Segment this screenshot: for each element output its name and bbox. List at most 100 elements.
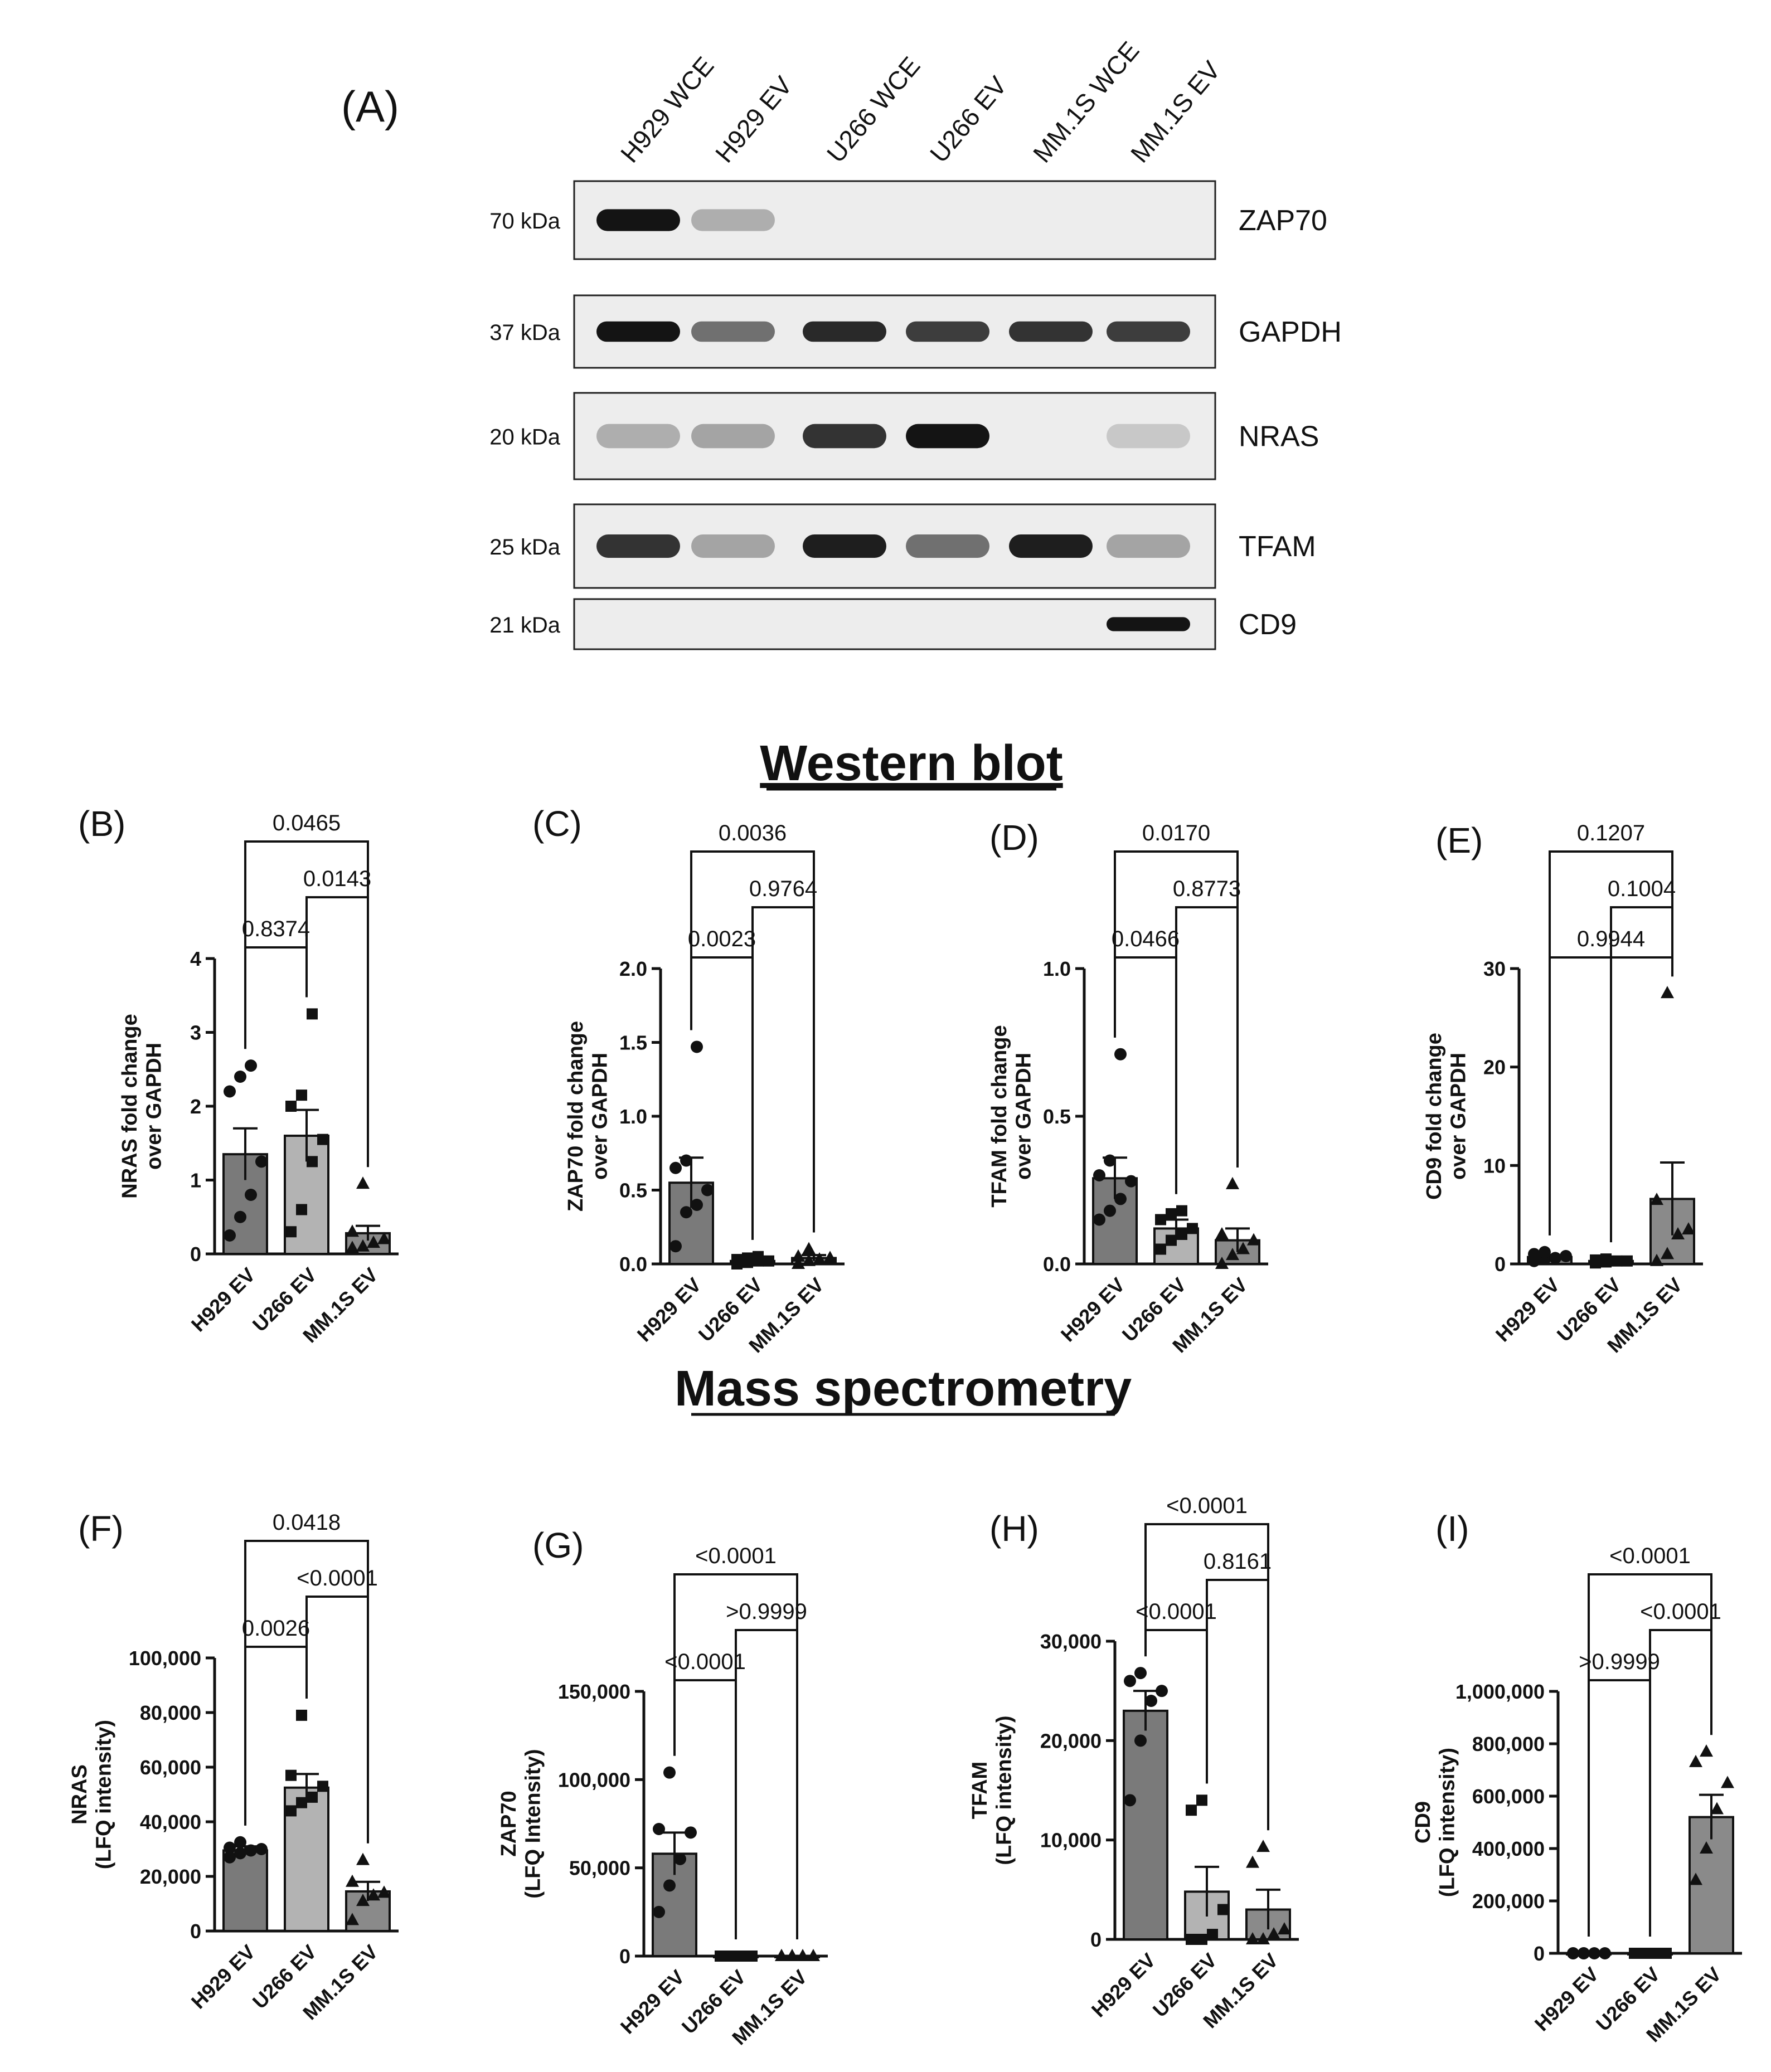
data-point (224, 1085, 236, 1098)
blot-band (803, 424, 886, 449)
data-point (1590, 1254, 1601, 1266)
data-point (1226, 1248, 1239, 1261)
y-tick-label: 1.0 (619, 1105, 647, 1128)
protein-label: TFAM (1239, 531, 1316, 563)
data-point (1671, 1227, 1685, 1239)
data-point (1721, 1776, 1734, 1788)
data-point (813, 1252, 826, 1265)
p-value-label: <0.0001 (695, 1544, 777, 1568)
data-point (1661, 986, 1674, 999)
p-value-label: <0.0001 (1640, 1599, 1721, 1624)
data-point (224, 1851, 236, 1864)
p-value-label: 0.0036 (719, 821, 787, 845)
chart-h: (H) 0 10,000 20,000 30,000 TFAM(LFQ intensity… (968, 1494, 1299, 2032)
data-point (346, 1241, 359, 1253)
data-point (317, 1781, 328, 1792)
p-value-label: 0.0418 (273, 1510, 341, 1535)
data-point (1549, 1252, 1561, 1264)
data-point (802, 1242, 816, 1254)
panel-label: (F) (78, 1509, 124, 1549)
data-point (725, 1951, 736, 1962)
data-point (731, 1254, 743, 1266)
data-point (1093, 1169, 1105, 1181)
blot-band (596, 534, 680, 558)
kda-label: 70 kDa (489, 209, 560, 234)
bar-charts: (B) 0 1 2 3 4 NRAS fold changeover GAPDH H929 E… (68, 804, 1742, 2049)
significance-bracket (690, 850, 815, 1233)
category-label: H929 EV (1530, 1963, 1603, 2036)
p-value-label: <0.0001 (1136, 1599, 1217, 1624)
y-tick-label: 20,000 (140, 1865, 201, 1888)
p-value-label: <0.0001 (1166, 1494, 1248, 1518)
data-point (1539, 1246, 1551, 1258)
data-point (1710, 1802, 1724, 1815)
significance-bracket (244, 840, 369, 1168)
p-value-label: 0.8161 (1204, 1549, 1272, 1574)
blot-band (691, 321, 775, 342)
y-tick-label: 4 (190, 947, 201, 970)
blot-gapdh: 37 kDa GAPDH (489, 294, 1342, 369)
data-point (753, 1251, 764, 1262)
y-tick-label: 0 (1495, 1253, 1506, 1276)
y-tick-label: 2 (190, 1095, 201, 1118)
data-point (1611, 1255, 1622, 1267)
protein-label: ZAP70 (1239, 205, 1327, 237)
y-tick-label: 0 (1534, 1942, 1545, 1965)
data-point (224, 1841, 236, 1854)
y-tick-label: 10 (1483, 1154, 1506, 1177)
data-point (285, 1769, 297, 1781)
blot-band (691, 534, 775, 558)
data-point (1196, 1794, 1207, 1806)
blot-membrane (573, 180, 1216, 260)
y-tick-label: 0 (619, 1945, 630, 1968)
data-point (785, 1949, 799, 1961)
category-label: H929 EV (187, 1263, 260, 1336)
data-point (234, 1210, 246, 1223)
blot-band (906, 534, 989, 558)
mass-spectrometry-title: Mass spectrometry (675, 1361, 1132, 1417)
data-point (680, 1154, 692, 1167)
significance-bracket (1175, 906, 1239, 1194)
data-point (763, 1255, 774, 1267)
data-point (1155, 1214, 1166, 1225)
data-point (1247, 1233, 1260, 1246)
data-point (792, 1249, 805, 1262)
significance-bracket (1144, 1523, 1269, 1831)
data-point (1588, 1947, 1600, 1959)
kda-label: 25 kDa (489, 535, 560, 560)
blot-band (803, 534, 886, 558)
data-point (1256, 1932, 1270, 1944)
data-point (1246, 1855, 1259, 1868)
y-tick-label: 30 (1483, 957, 1506, 980)
y-tick-label: 200,000 (1472, 1890, 1545, 1913)
blot-band (1107, 534, 1190, 558)
data-point (823, 1251, 837, 1263)
bar (652, 1852, 697, 1957)
y-tick-label: 400,000 (1472, 1837, 1545, 1860)
p-value-label: 0.9764 (749, 877, 817, 901)
blot-band (1009, 321, 1093, 342)
bar (1123, 1709, 1168, 1940)
p-value-label: 0.0143 (303, 867, 371, 891)
protein-label: NRAS (1239, 421, 1319, 453)
data-point (1629, 1948, 1640, 1959)
y-tick-label: 0 (190, 1243, 201, 1266)
y-tick-label: 0.5 (619, 1179, 647, 1202)
data-point (296, 1089, 307, 1101)
data-point (1124, 1675, 1136, 1687)
significance-bracket (244, 1540, 369, 1844)
blot-band (596, 321, 680, 342)
data-point (285, 1805, 297, 1817)
y-tick-label: 1.0 (1043, 957, 1071, 980)
y-tick-label: 2.0 (619, 957, 647, 980)
y-tick-label: 1.5 (619, 1032, 647, 1054)
significance-bracket (1588, 1573, 1712, 1937)
data-point (245, 1189, 257, 1201)
p-value-label: >0.9999 (726, 1599, 807, 1624)
data-point (685, 1826, 697, 1839)
significance-bracket (1588, 1679, 1651, 1937)
data-point (1186, 1805, 1197, 1816)
category-label: H929 EV (633, 1273, 706, 1346)
data-point (1599, 1947, 1611, 1959)
